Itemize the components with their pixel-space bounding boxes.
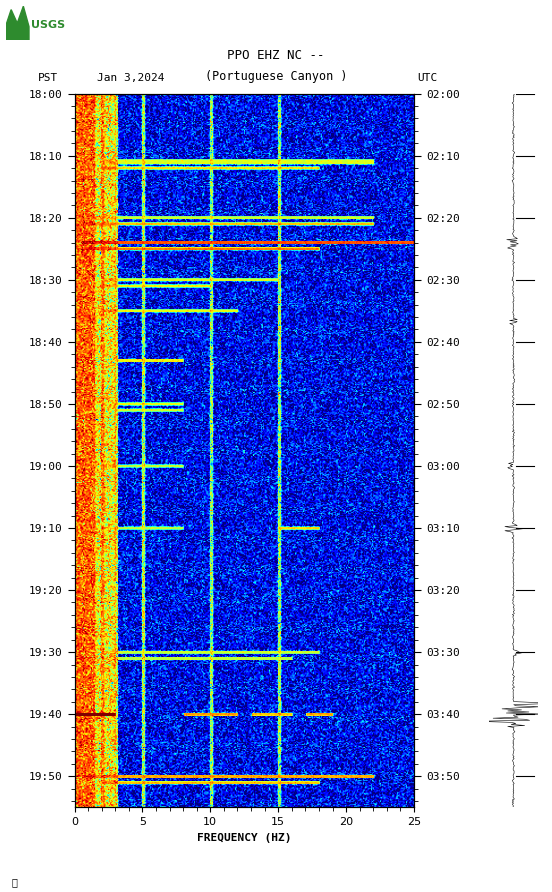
Text: ⚹: ⚹ xyxy=(11,878,17,888)
Text: USGS: USGS xyxy=(31,20,66,30)
Text: UTC: UTC xyxy=(417,73,437,83)
Text: Jan 3,2024: Jan 3,2024 xyxy=(97,73,164,83)
Polygon shape xyxy=(6,6,29,40)
X-axis label: FREQUENCY (HZ): FREQUENCY (HZ) xyxy=(197,832,291,843)
Text: PST: PST xyxy=(38,73,58,83)
Text: PPO EHZ NC --: PPO EHZ NC -- xyxy=(227,49,325,62)
Text: (Portuguese Canyon ): (Portuguese Canyon ) xyxy=(205,70,347,83)
